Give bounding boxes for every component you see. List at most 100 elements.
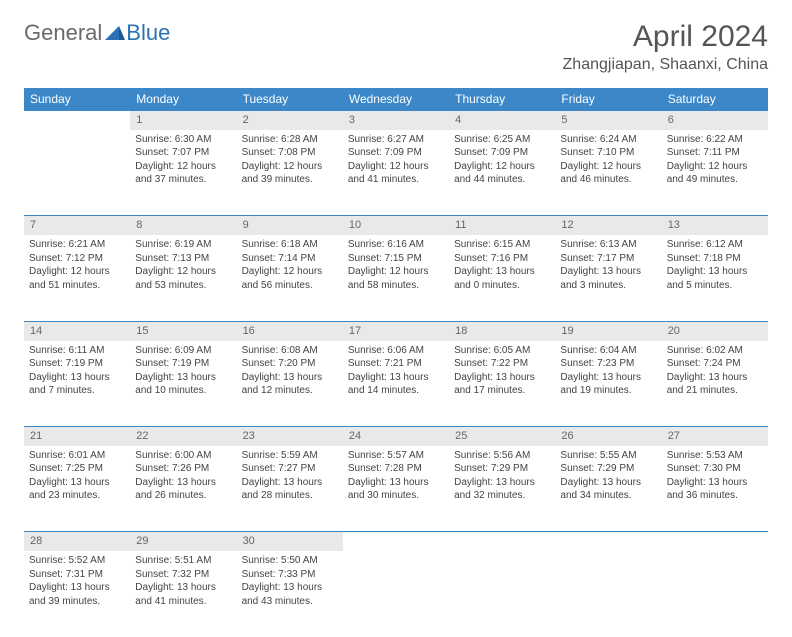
- day-number-cell: [343, 532, 449, 551]
- sun-data-line: Sunrise: 5:56 AM: [454, 449, 550, 463]
- logo: General Blue: [24, 20, 170, 46]
- sun-data-line: Daylight: 13 hours: [667, 371, 763, 385]
- day-content-cell: Sunrise: 5:59 AMSunset: 7:27 PMDaylight:…: [237, 446, 343, 532]
- sun-data-line: Sunrise: 5:53 AM: [667, 449, 763, 463]
- sun-data-line: Sunrise: 6:22 AM: [667, 133, 763, 147]
- sun-data-line: and 53 minutes.: [135, 279, 231, 293]
- sun-data-line: and 10 minutes.: [135, 384, 231, 398]
- sun-data-line: and 39 minutes.: [29, 595, 125, 609]
- day-content-cell: [555, 551, 661, 637]
- sun-data-line: Sunset: 7:09 PM: [454, 146, 550, 160]
- sun-data-line: Daylight: 12 hours: [135, 265, 231, 279]
- sun-data-line: Sunset: 7:23 PM: [560, 357, 656, 371]
- sun-data-line: Daylight: 13 hours: [348, 371, 444, 385]
- sun-data-line: and 23 minutes.: [29, 489, 125, 503]
- day-number-cell: 18: [449, 321, 555, 340]
- sun-data-line: Sunrise: 6:08 AM: [242, 344, 338, 358]
- day-content-cell: Sunrise: 6:09 AMSunset: 7:19 PMDaylight:…: [130, 341, 236, 427]
- day-content-cell: Sunrise: 6:15 AMSunset: 7:16 PMDaylight:…: [449, 235, 555, 321]
- sun-data-line: and 7 minutes.: [29, 384, 125, 398]
- calendar-table: SundayMondayTuesdayWednesdayThursdayFrid…: [24, 88, 768, 637]
- sun-data-line: Daylight: 13 hours: [135, 581, 231, 595]
- sun-data-line: Daylight: 13 hours: [242, 476, 338, 490]
- day-content-cell: Sunrise: 6:08 AMSunset: 7:20 PMDaylight:…: [237, 341, 343, 427]
- sun-data-line: Sunrise: 6:11 AM: [29, 344, 125, 358]
- weekday-header: Sunday: [24, 88, 130, 111]
- sun-data-line: and 46 minutes.: [560, 173, 656, 187]
- sun-data-line: and 21 minutes.: [667, 384, 763, 398]
- logo-triangle-icon: [105, 20, 125, 46]
- day-content-row: Sunrise: 6:30 AMSunset: 7:07 PMDaylight:…: [24, 130, 768, 216]
- sun-data-line: Sunset: 7:10 PM: [560, 146, 656, 160]
- sun-data-line: Sunset: 7:29 PM: [454, 462, 550, 476]
- sun-data-line: Sunset: 7:13 PM: [135, 252, 231, 266]
- sun-data-line: Sunrise: 6:27 AM: [348, 133, 444, 147]
- sun-data-line: Sunset: 7:21 PM: [348, 357, 444, 371]
- logo-text-general: General: [24, 20, 102, 46]
- day-number-cell: 16: [237, 321, 343, 340]
- day-number-cell: 17: [343, 321, 449, 340]
- sun-data-line: and 34 minutes.: [560, 489, 656, 503]
- day-content-cell: Sunrise: 6:12 AMSunset: 7:18 PMDaylight:…: [662, 235, 768, 321]
- day-content-cell: [449, 551, 555, 637]
- day-number-row: 21222324252627: [24, 427, 768, 446]
- sun-data-line: and 3 minutes.: [560, 279, 656, 293]
- day-number-cell: 12: [555, 216, 661, 235]
- sun-data-line: and 41 minutes.: [348, 173, 444, 187]
- sun-data-line: Sunset: 7:31 PM: [29, 568, 125, 582]
- day-content-cell: [662, 551, 768, 637]
- sun-data-line: and 5 minutes.: [667, 279, 763, 293]
- day-number-cell: 5: [555, 111, 661, 130]
- sun-data-line: and 26 minutes.: [135, 489, 231, 503]
- title-block: April 2024 Zhangjiapan, Shaanxi, China: [563, 20, 768, 74]
- sun-data-line: Sunrise: 6:25 AM: [454, 133, 550, 147]
- sun-data-line: Sunset: 7:18 PM: [667, 252, 763, 266]
- sun-data-line: Daylight: 13 hours: [29, 476, 125, 490]
- sun-data-line: Sunset: 7:20 PM: [242, 357, 338, 371]
- sun-data-line: and 17 minutes.: [454, 384, 550, 398]
- sun-data-line: Sunrise: 6:30 AM: [135, 133, 231, 147]
- day-number-row: 123456: [24, 111, 768, 130]
- day-content-row: Sunrise: 6:11 AMSunset: 7:19 PMDaylight:…: [24, 341, 768, 427]
- day-content-cell: Sunrise: 6:19 AMSunset: 7:13 PMDaylight:…: [130, 235, 236, 321]
- sun-data-line: Sunrise: 6:15 AM: [454, 238, 550, 252]
- day-number-cell: 28: [24, 532, 130, 551]
- sun-data-line: Daylight: 13 hours: [135, 476, 231, 490]
- sun-data-line: Daylight: 13 hours: [667, 476, 763, 490]
- day-number-cell: 7: [24, 216, 130, 235]
- sun-data-line: Sunset: 7:33 PM: [242, 568, 338, 582]
- day-number-cell: 21: [24, 427, 130, 446]
- day-number-cell: [662, 532, 768, 551]
- sun-data-line: Sunset: 7:26 PM: [135, 462, 231, 476]
- location-text: Zhangjiapan, Shaanxi, China: [563, 56, 768, 74]
- sun-data-line: Daylight: 13 hours: [29, 581, 125, 595]
- sun-data-line: Sunset: 7:32 PM: [135, 568, 231, 582]
- day-number-cell: 27: [662, 427, 768, 446]
- day-number-cell: 13: [662, 216, 768, 235]
- sun-data-line: Sunset: 7:11 PM: [667, 146, 763, 160]
- sun-data-line: Daylight: 13 hours: [29, 371, 125, 385]
- sun-data-line: Daylight: 13 hours: [560, 476, 656, 490]
- weekday-header: Saturday: [662, 88, 768, 111]
- sun-data-line: Sunrise: 6:02 AM: [667, 344, 763, 358]
- day-number-cell: 8: [130, 216, 236, 235]
- sun-data-line: Sunrise: 5:57 AM: [348, 449, 444, 463]
- sun-data-line: Sunset: 7:14 PM: [242, 252, 338, 266]
- day-number-cell: 20: [662, 321, 768, 340]
- sun-data-line: Sunrise: 6:05 AM: [454, 344, 550, 358]
- logo-text-blue: Blue: [126, 20, 170, 46]
- day-number-cell: 26: [555, 427, 661, 446]
- sun-data-line: Sunset: 7:24 PM: [667, 357, 763, 371]
- day-content-cell: [24, 130, 130, 216]
- sun-data-line: Daylight: 13 hours: [135, 371, 231, 385]
- sun-data-line: and 41 minutes.: [135, 595, 231, 609]
- day-content-row: Sunrise: 6:21 AMSunset: 7:12 PMDaylight:…: [24, 235, 768, 321]
- sun-data-line: Daylight: 12 hours: [242, 265, 338, 279]
- sun-data-line: Daylight: 13 hours: [348, 476, 444, 490]
- sun-data-line: Sunrise: 6:24 AM: [560, 133, 656, 147]
- day-content-row: Sunrise: 6:01 AMSunset: 7:25 PMDaylight:…: [24, 446, 768, 532]
- day-number-row: 282930: [24, 532, 768, 551]
- sun-data-line: Sunset: 7:30 PM: [667, 462, 763, 476]
- sun-data-line: Sunset: 7:28 PM: [348, 462, 444, 476]
- sun-data-line: Daylight: 12 hours: [242, 160, 338, 174]
